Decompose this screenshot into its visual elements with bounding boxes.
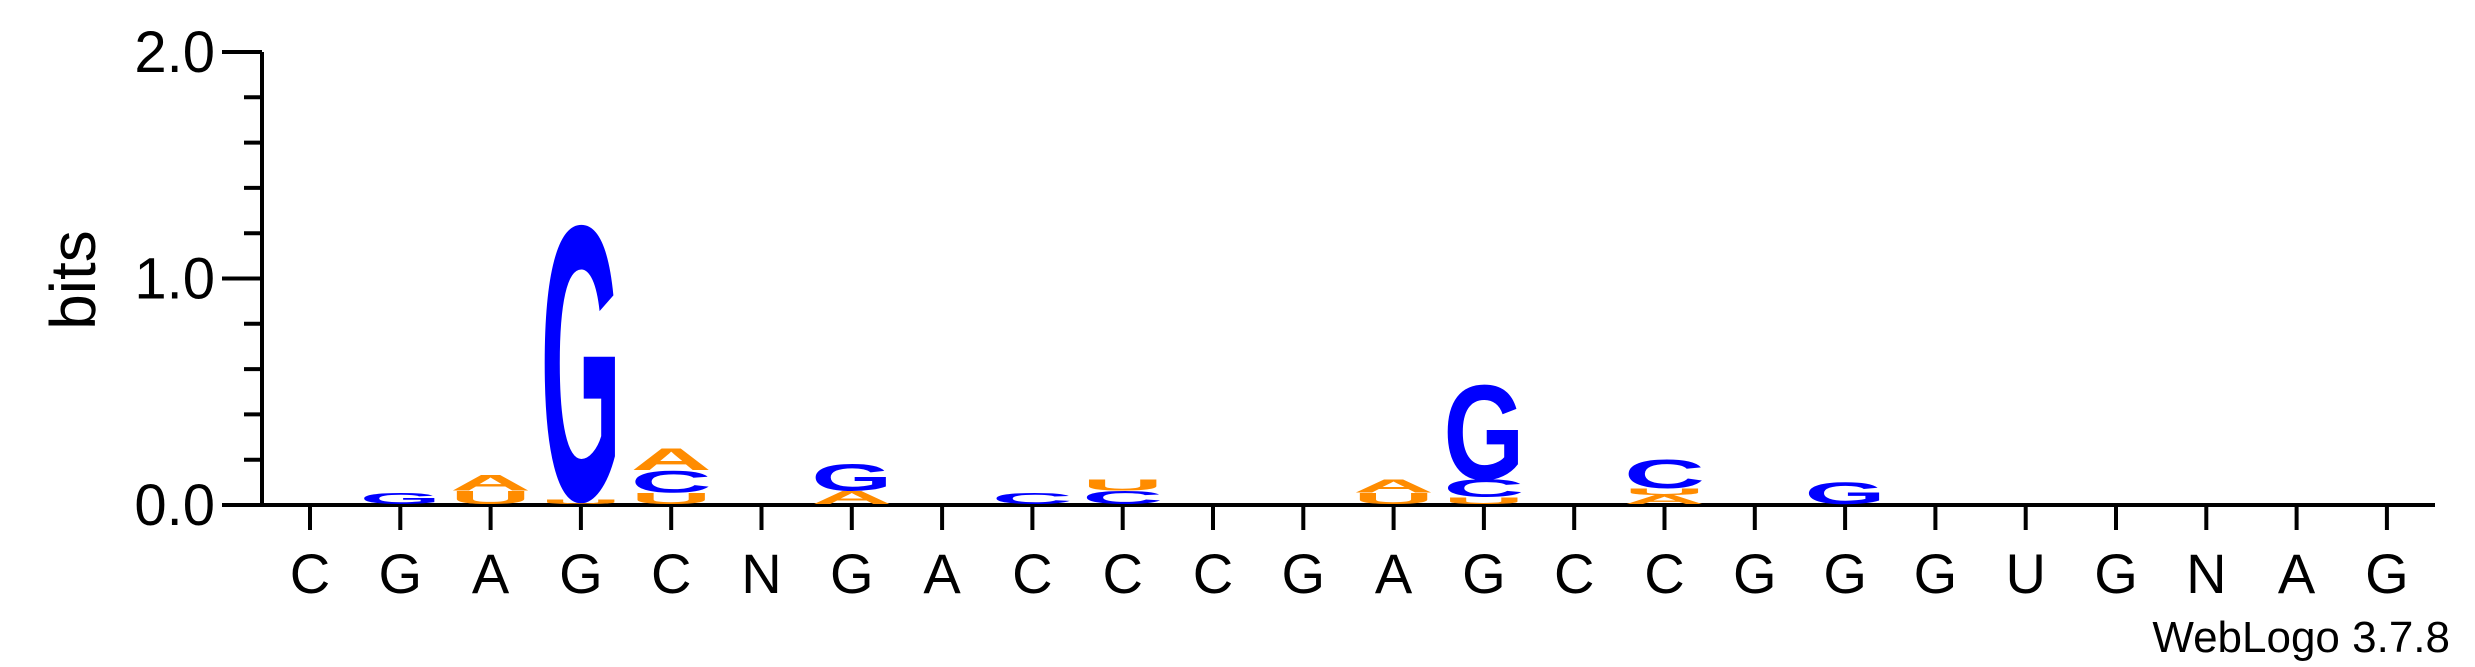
logo-letter-U: U: [1353, 490, 1434, 508]
x-tick-label: C: [1102, 542, 1142, 605]
x-tick-label: N: [741, 542, 781, 605]
x-tick-label: C: [1012, 542, 1052, 605]
y-ticks: 0.0 1.0 2.0: [134, 20, 262, 538]
logo-letter-U: U: [540, 498, 621, 505]
logo-letter-A: A: [811, 487, 892, 508]
logo-letter-C: C: [992, 490, 1073, 508]
logo-letter-A: A: [1624, 493, 1705, 507]
logo-letter-C: C: [631, 464, 712, 499]
x-tick-label: G: [1914, 542, 1958, 605]
logo-letter-C: C: [1082, 487, 1163, 508]
logo-letter-U: U: [450, 487, 531, 508]
logo-letter-C: C: [1443, 475, 1524, 503]
x-tick-label: G: [1823, 542, 1867, 605]
logo-letter-U: U: [1624, 487, 1705, 497]
x-tick-label: N: [2186, 542, 2226, 605]
x-tick-label: C: [1554, 542, 1594, 605]
x-tick-label: G: [2365, 542, 2409, 605]
logo-letter-A: A: [450, 471, 531, 496]
x-tick-label: C: [1193, 542, 1233, 605]
x-tick-label: A: [2278, 542, 2316, 605]
x-tick-label: C: [1644, 542, 1684, 605]
x-tick-label: G: [379, 542, 423, 605]
x-tick-label: G: [1733, 542, 1777, 605]
x-tick-label: C: [651, 542, 691, 605]
logo-letter-G: G: [540, 143, 621, 583]
logo-letter-G: G: [1805, 476, 1886, 511]
logo-letter-U: U: [631, 490, 712, 508]
logo-letter-G: G: [1443, 357, 1524, 508]
x-tick-label: G: [1462, 542, 1506, 605]
x-tick-label: G: [2094, 542, 2138, 605]
logo-letter-A: A: [631, 442, 712, 477]
logo-letter-A: A: [1353, 476, 1434, 497]
x-tick-label: G: [559, 542, 603, 605]
footer-label: WebLogo 3.7.8: [2152, 613, 2450, 662]
logo-letter-U: U: [1082, 476, 1163, 494]
y-tick-label: 0.0: [134, 473, 215, 538]
logo-letter-G: G: [360, 490, 441, 508]
x-tick-label: U: [2005, 542, 2045, 605]
x-tick-label: A: [472, 542, 510, 605]
x-tick-label: C: [290, 542, 330, 605]
y-tick-label: 2.0: [134, 20, 215, 85]
y-tick-label: 1.0: [134, 247, 215, 312]
x-tick-label: G: [830, 542, 874, 605]
y-axis-label: bits: [37, 230, 109, 330]
x-tick-label: A: [1375, 542, 1413, 605]
logo-letter-C: C: [1624, 452, 1705, 498]
logo-letter-U: U: [1443, 496, 1524, 506]
x-tick-label: A: [923, 542, 961, 605]
logo-letter-G: G: [811, 457, 892, 499]
x-tick-label: G: [1282, 542, 1326, 605]
